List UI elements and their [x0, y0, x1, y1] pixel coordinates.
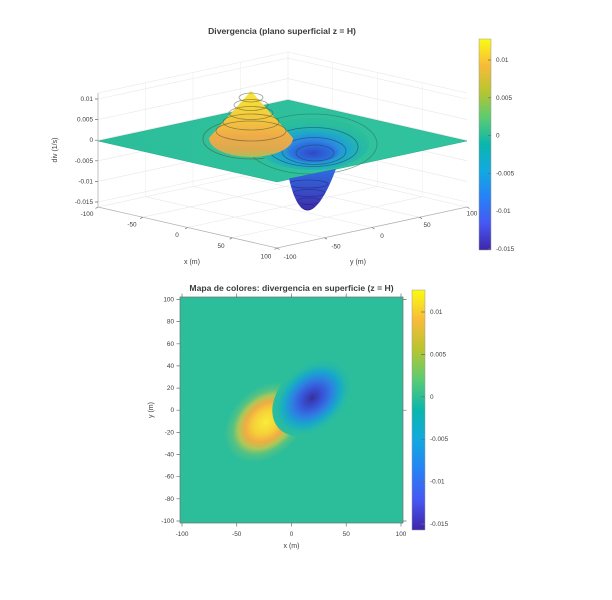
z-tick: 0.01 — [81, 96, 94, 103]
colorbar-tick: 0 — [430, 394, 434, 401]
plot3d-x-label: x (m) — [184, 259, 200, 266]
x-tick: 100 — [396, 531, 407, 538]
y-tick: -40 — [165, 452, 175, 459]
colorbar-tick: -0.01 — [430, 479, 445, 486]
heatmap-plot-2d: Mapa de colores: divergencia en superfic… — [148, 283, 407, 550]
y-tick: 80 — [167, 319, 175, 326]
colorbar-2d: 0.01 0.005 0 -0.005 -0.01 -0.015 — [411, 289, 449, 531]
negative-divergence-blob — [272, 359, 352, 437]
colorbar-tick: 0.01 — [430, 309, 443, 316]
plot3d-axes-lines — [95, 93, 470, 250]
plot3d-title: Divergencia (plano superficial z = H) — [208, 26, 356, 36]
colorbar-tick: -0.005 — [430, 436, 449, 443]
plot2d-x-label: x (m) — [284, 543, 300, 550]
z-tick: 0.005 — [77, 117, 93, 124]
plot2d-y-label: y (m) — [148, 402, 155, 418]
plot2d-title: Mapa de colores: divergencia en superfic… — [189, 283, 393, 293]
y-tick: 0 — [380, 233, 384, 240]
z-tick: -0.01 — [78, 178, 93, 185]
z-tick: -0.015 — [75, 199, 94, 206]
y-tick: -100 — [161, 518, 174, 525]
colorbar-tick: 0.005 — [430, 351, 446, 358]
y-tick: 60 — [167, 341, 175, 348]
y-tick: 20 — [167, 385, 175, 392]
colorbar-tick: -0.005 — [496, 170, 515, 177]
y-tick: -20 — [165, 429, 175, 436]
colorbar-tick: -0.015 — [430, 521, 449, 528]
colorbar-tick: -0.01 — [496, 208, 511, 215]
x-tick: -50 — [232, 531, 242, 538]
x-tick: -100 — [176, 531, 189, 538]
x-tick: -100 — [81, 211, 94, 218]
plot2d-tickmarks — [176, 293, 407, 527]
plot2d-x-axis: -100 -50 0 50 100 x (m) — [176, 531, 407, 550]
plot3d-y-axis: -100 -50 0 50 100 y (m) — [284, 211, 478, 267]
colorbar-tick: 0.005 — [496, 95, 512, 102]
x-tick: 0 — [175, 232, 179, 239]
y-tick: 40 — [167, 363, 175, 370]
x-tick: 100 — [261, 254, 272, 261]
plot3d-x-axis: -100 -50 0 50 100 x (m) — [81, 211, 272, 266]
plot3d-z-label: div (1/s) — [52, 138, 59, 163]
y-tick: 50 — [423, 222, 431, 229]
y-tick: -100 — [284, 254, 297, 261]
x-tick: -50 — [127, 222, 137, 229]
colorbar-tick: -0.015 — [496, 246, 515, 253]
x-tick: 0 — [290, 531, 294, 538]
plot3d-z-axis: 0.01 0.005 0 -0.005 -0.01 -0.015 div (1/… — [52, 96, 93, 206]
y-tick: 100 — [163, 297, 174, 304]
plot2d-y-axis: 100 80 60 40 20 0 -20 -40 -60 -80 -100 y… — [148, 297, 174, 526]
y-tick: 100 — [467, 211, 478, 218]
z-tick: 0 — [89, 137, 93, 144]
x-tick: 50 — [343, 531, 351, 538]
colorbar-3d: 0.01 0.005 0 -0.005 -0.01 -0.015 — [478, 38, 515, 253]
surface-peak-cone — [209, 91, 293, 157]
y-tick: 0 — [170, 407, 174, 414]
heatmap-area — [179, 296, 404, 524]
y-tick: -50 — [331, 244, 341, 251]
y-tick: -80 — [165, 496, 175, 503]
surface-plot-3d: Divergencia (plano superficial z = H) — [52, 26, 478, 266]
colorbar-tick: 0.01 — [496, 57, 509, 64]
colorbar-tick: 0 — [496, 133, 500, 140]
x-tick: 50 — [217, 243, 225, 250]
y-tick: -60 — [165, 474, 175, 481]
plot3d-y-label: y (m) — [350, 259, 366, 266]
z-tick: -0.005 — [75, 158, 94, 165]
